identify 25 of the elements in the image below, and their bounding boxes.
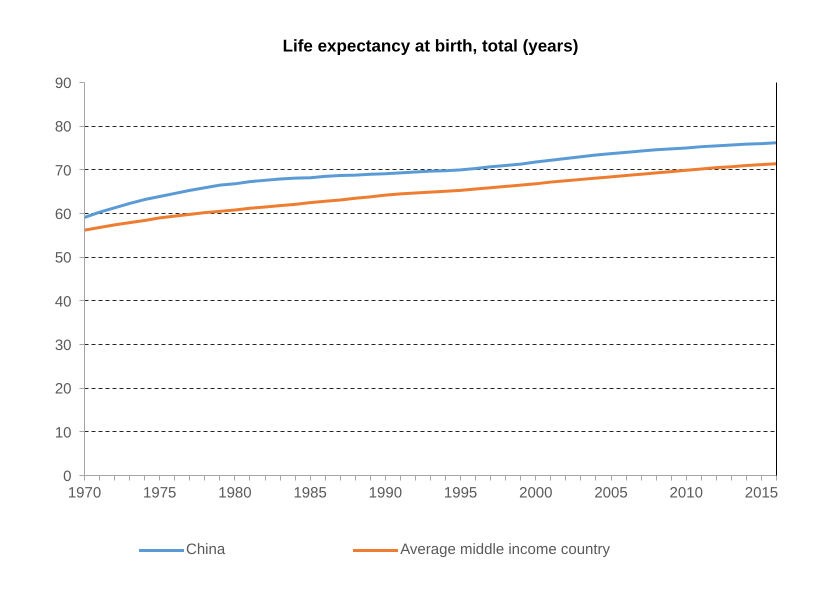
x-tick-label: 2010 [670,484,703,502]
chart-title: Life expectancy at birth, total (years) [282,36,578,56]
y-tick-label: 60 [54,206,72,223]
x-tick-label: 2000 [519,484,552,502]
x-tick-label: 1995 [444,484,478,502]
x-tick-label: 1990 [368,484,402,502]
y-tick-label: 70 [54,162,72,180]
x-tick-label: 2015 [744,484,778,502]
y-tick-label: 40 [54,293,72,310]
y-tick-label: 10 [54,424,72,442]
line-series [84,141,776,219]
legend-label: Average middle income country [400,541,610,558]
x-tick-label: 1975 [143,484,176,502]
y-tick-label: 0 [63,468,72,485]
x-tick-label: 1985 [293,484,327,502]
y-tick-label: 30 [54,337,72,354]
y-tick-label: 80 [54,118,72,136]
x-tick-label: 2005 [594,484,628,502]
y-tick-label: 90 [54,75,72,92]
line-series [84,162,776,232]
y-tick-label: 50 [54,250,72,267]
legend-label: China [186,541,226,558]
x-tick-label: 1970 [68,484,102,502]
y-tick-label: 20 [54,380,72,398]
x-tick-label: 1980 [218,484,252,502]
